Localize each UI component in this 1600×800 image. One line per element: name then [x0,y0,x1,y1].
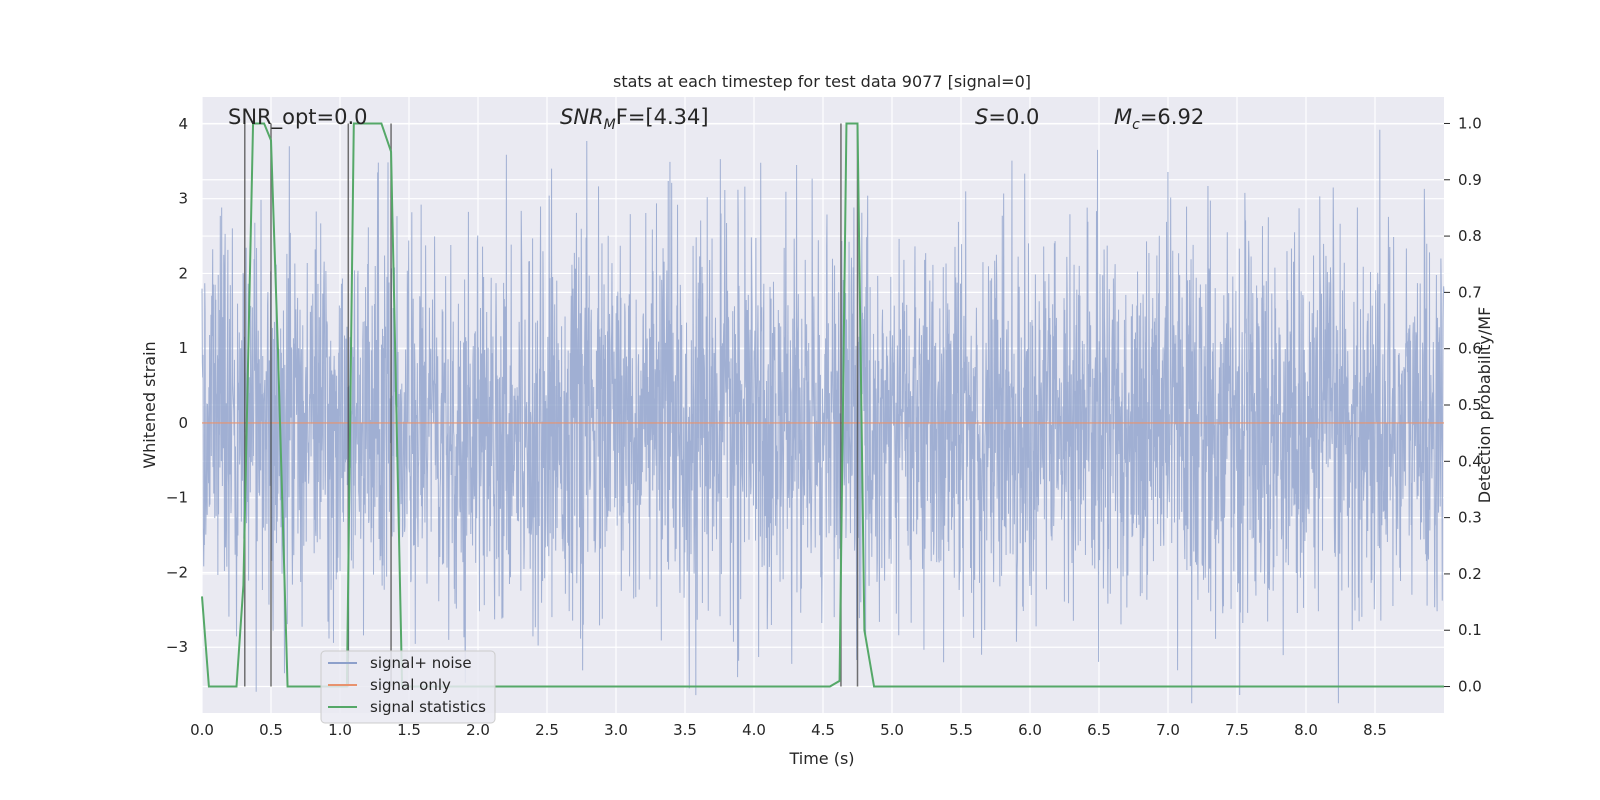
y-right-tick-label-6: 0.6 [1458,340,1482,358]
y-left-tick-label-3: 0 [178,414,188,432]
x-tick-labels: 0.0 0.5 1.0 1.5 2.0 2.5 3.0 3.5 4.0 4.5 5.0 5.5 6.0 6… [190,721,1387,739]
y-left-axis-label: Whitened strain [140,341,159,468]
x-tick-label-2: 1.0 [328,721,352,739]
annotation-snr-mf: SNRMF=[4.34] [560,105,709,133]
y-left-tick-label-1: −2 [166,563,188,581]
signal-noise-series [201,129,1445,704]
x-tick-label-11: 5.5 [949,721,973,739]
x-tick-label-0: 0.0 [190,721,214,739]
legend-box [320,650,496,724]
y-left-tick-label-4: 1 [178,339,188,357]
y-right-tick-label-1: 0.1 [1458,621,1482,639]
x-tick-label-9: 4.5 [811,721,835,739]
x-tick-label-17: 8.5 [1363,721,1387,739]
x-tick-label-7: 3.5 [673,721,697,739]
annotation-mc-main: M [1114,105,1132,129]
y-right-tick-label-3: 0.3 [1458,509,1482,527]
annotation-s: S=0.0 [975,105,1039,129]
x-tick-label-6: 3.0 [604,721,628,739]
x-tick-label-4: 2.0 [466,721,490,739]
annotation-s-main: S [975,105,988,129]
y-left-tick-label-7: 4 [178,115,188,133]
y-right-tick-label-7: 0.7 [1458,283,1482,301]
y-left-tick-label-0: −3 [166,638,188,656]
legend-label-stat: signal statistics [370,698,486,716]
x-tick-label-1: 0.5 [259,721,283,739]
y-right-tick-label-5: 0.5 [1458,396,1482,414]
annotation-mc-sub: c [1132,117,1140,133]
y-right-tick-label-10: 1.0 [1458,114,1482,132]
signal-statistics-series [201,122,1444,688]
y-left-tick-label-5: 2 [178,264,188,282]
legend-label-signal: signal only [370,676,451,694]
y-left-tick-labels: −3 −2 −1 0 1 2 3 4 [166,115,188,656]
annotation-mc-rest: =6.92 [1140,105,1204,129]
y-left-tick-label-2: −1 [166,489,188,507]
x-axis-label: Time (s) [788,749,854,768]
x-tick-label-13: 6.5 [1087,721,1111,739]
annotation-mc: Mc=6.92 [1114,105,1204,133]
annotation-snr-mf-main: SNR [560,105,604,129]
x-tick-label-5: 2.5 [535,721,559,739]
x-tick-label-14: 7.0 [1156,721,1180,739]
y-right-tick-label-8: 0.8 [1458,227,1482,245]
y-right-tick-label-0: 0.0 [1458,678,1482,696]
y-right-axis-label: Detection probability/MF [1475,307,1494,504]
x-tick-label-10: 5.0 [880,721,904,739]
x-tick-label-12: 6.0 [1018,721,1042,739]
y-right-tick-labels: 0.0 0.1 0.2 0.3 0.4 0.5 0.6 0.7 0.8 0.9 1.0 [1444,114,1482,696]
noise-line [201,129,1445,704]
chart-title: stats at each timestep for test data 907… [613,72,1031,91]
y-left-tick-label-6: 3 [178,190,188,208]
y-right-tick-label-9: 0.9 [1458,171,1482,189]
x-tick-label-15: 7.5 [1225,721,1249,739]
annotation-s-rest: =0.0 [988,105,1039,129]
x-tick-label-3: 1.5 [397,721,421,739]
y-right-tick-label-2: 0.2 [1458,565,1482,583]
x-tick-label-16: 8.0 [1294,721,1318,739]
x-tick-label-8: 4.0 [742,721,766,739]
y-right-tick-label-4: 0.4 [1458,452,1482,470]
signal-statistics-line [201,122,1444,688]
legend-label-noise: signal+ noise [370,654,472,672]
legend: signal+ noise signal only signal statist… [320,650,496,724]
annotation-snr-mf-sub: M [604,117,616,133]
annotation-snr-mf-rest: F=[4.34] [616,105,709,129]
annotation-snr-opt: SNR_opt=0.0 [228,105,368,130]
